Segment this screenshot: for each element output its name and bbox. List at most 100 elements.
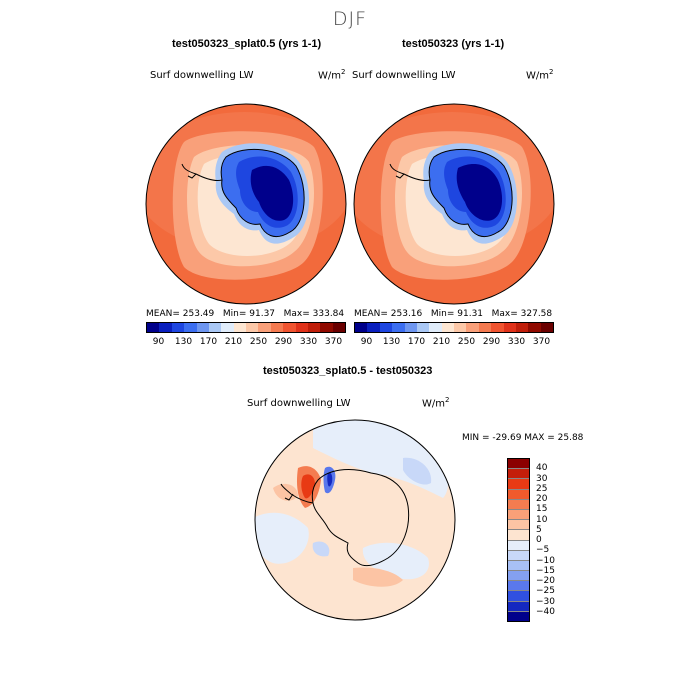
colorbar-swatch <box>196 323 209 332</box>
colorbar-swatch <box>367 323 380 332</box>
diff-colorbar-label: −20 <box>536 576 555 586</box>
panel-2-map <box>353 103 555 305</box>
colorbar-tick-label: 170 <box>199 337 218 347</box>
colorbar-tick-label: 290 <box>274 337 293 347</box>
colorbar-swatch <box>491 323 504 332</box>
diff-colorbar-label: 30 <box>536 473 548 484</box>
colorbar-swatch <box>392 323 405 332</box>
diff-colorbar-swatch <box>508 479 529 490</box>
diff-panel-variable: Surf downwelling LW <box>247 398 351 409</box>
colorbar-swatch <box>540 323 553 332</box>
diff-panel-title: test050323_splat0.5 - test050323 <box>263 365 433 377</box>
diff-colorbar-swatch <box>508 550 529 561</box>
colorbar-tick-label: 90 <box>152 337 165 347</box>
colorbar-tick-label: 130 <box>174 337 193 347</box>
colorbar-tick-label: 90 <box>360 337 373 347</box>
panel-1-stats: MEAN= 253.49 Min= 91.37 Max= 333.84 <box>146 309 345 319</box>
colorbar-tick-label: 250 <box>457 337 476 347</box>
diff-colorbar-label: 0 <box>536 535 542 545</box>
panel-1-colorbar-ticks: 90 130 170 210 250 290 330 370 <box>146 337 346 349</box>
panel-1-variable: Surf downwelling LW <box>150 70 254 81</box>
colorbar-swatch <box>283 323 296 332</box>
diff-colorbar-label: −10 <box>536 555 555 566</box>
panel-2-stats: MEAN= 253.16 Min= 91.31 Max= 327.58 <box>354 309 553 319</box>
colorbar-swatch <box>466 323 479 332</box>
diff-panel-map <box>254 419 456 621</box>
diff-colorbar-swatch <box>508 509 529 521</box>
panel-2-units: W/m2 <box>526 68 554 82</box>
colorbar-swatch <box>159 323 172 332</box>
diff-colorbar-swatch <box>508 611 529 621</box>
colorbar-swatch <box>478 323 492 332</box>
panel-2-variable: Surf downwelling LW <box>352 70 456 81</box>
colorbar-swatch <box>441 323 454 332</box>
colorbar-swatch <box>258 323 271 332</box>
diff-panel-units: W/m2 <box>422 396 450 410</box>
diff-colorbar-swatch <box>508 581 529 592</box>
diff-colorbar-swatch <box>508 469 529 480</box>
diff-panel-minmax: MIN = -29.69 MAX = 25.88 <box>462 433 584 443</box>
diff-colorbar <box>507 458 530 622</box>
colorbar-swatch <box>221 323 234 332</box>
colorbar-swatch <box>503 323 516 332</box>
diff-colorbar-label: −15 <box>536 565 555 576</box>
colorbar-swatch <box>295 323 308 332</box>
colorbar-tick-label: 330 <box>299 337 318 347</box>
diff-colorbar-swatch <box>508 530 529 541</box>
colorbar-swatch <box>404 323 417 332</box>
colorbar-swatch <box>307 323 321 332</box>
colorbar-swatch <box>429 323 442 332</box>
colorbar-swatch <box>147 323 160 332</box>
colorbar-swatch <box>454 323 467 332</box>
diff-colorbar-swatch <box>508 540 529 551</box>
season-title: DJF <box>332 8 368 30</box>
diff-colorbar-swatch <box>508 520 529 531</box>
colorbar-swatch <box>246 323 259 332</box>
panel-2-colorbar-ticks: 90 130 170 210 250 290 330 370 <box>354 337 554 349</box>
colorbar-tick-label: 370 <box>532 337 551 347</box>
diff-colorbar-label: 5 <box>536 524 542 535</box>
colorbar-swatch <box>171 323 185 332</box>
diff-colorbar-labels: 40 30 25 20 15 10 5 0 −5 −10 −15 −20 −25 −30 −40 <box>536 458 576 622</box>
diff-colorbar-swatch <box>508 459 529 470</box>
colorbar-tick-label: 210 <box>432 337 451 347</box>
panel-2-colorbar <box>354 322 554 333</box>
diff-colorbar-label: 40 <box>536 463 548 474</box>
colorbar-swatch <box>355 323 368 332</box>
diff-colorbar-label: −25 <box>536 586 555 597</box>
diff-colorbar-label: 15 <box>536 504 548 515</box>
diff-colorbar-swatch <box>508 489 529 500</box>
colorbar-tick-label: 370 <box>324 337 343 347</box>
colorbar-swatch <box>208 323 222 332</box>
colorbar-swatch <box>528 323 541 332</box>
diff-colorbar-label: 25 <box>536 483 548 494</box>
colorbar-swatch <box>184 323 197 332</box>
diff-colorbar-label: −5 <box>536 545 550 556</box>
colorbar-tick-label: 250 <box>249 337 268 347</box>
panel-1-units: W/m2 <box>318 68 346 82</box>
colorbar-tick-label: 170 <box>407 337 426 347</box>
colorbar-tick-label: 210 <box>224 337 243 347</box>
colorbar-swatch <box>332 323 345 332</box>
colorbar-swatch <box>270 323 284 332</box>
panel-2-title: test050323 (yrs 1-1) <box>402 38 505 50</box>
diff-colorbar-swatch <box>508 499 529 510</box>
panel-1-title: test050323_splat0.5 (yrs 1-1) <box>172 38 322 50</box>
colorbar-tick-label: 130 <box>382 337 401 347</box>
panel-1-map <box>145 103 347 305</box>
colorbar-tick-label: 330 <box>507 337 526 347</box>
diff-colorbar-swatch <box>508 591 529 602</box>
diff-colorbar-label: 20 <box>536 494 548 504</box>
panel-1-colorbar <box>146 322 346 333</box>
diff-colorbar-swatch <box>508 571 529 582</box>
colorbar-swatch <box>515 323 529 332</box>
colorbar-tick-label: 290 <box>482 337 501 347</box>
colorbar-swatch <box>233 323 246 332</box>
colorbar-swatch <box>416 323 430 332</box>
diff-colorbar-label: −30 <box>536 596 555 607</box>
diff-colorbar-swatch <box>508 560 529 572</box>
diff-colorbar-swatch <box>508 601 529 612</box>
colorbar-swatch <box>379 323 393 332</box>
diff-colorbar-label: −40 <box>536 606 555 617</box>
colorbar-swatch <box>320 323 333 332</box>
